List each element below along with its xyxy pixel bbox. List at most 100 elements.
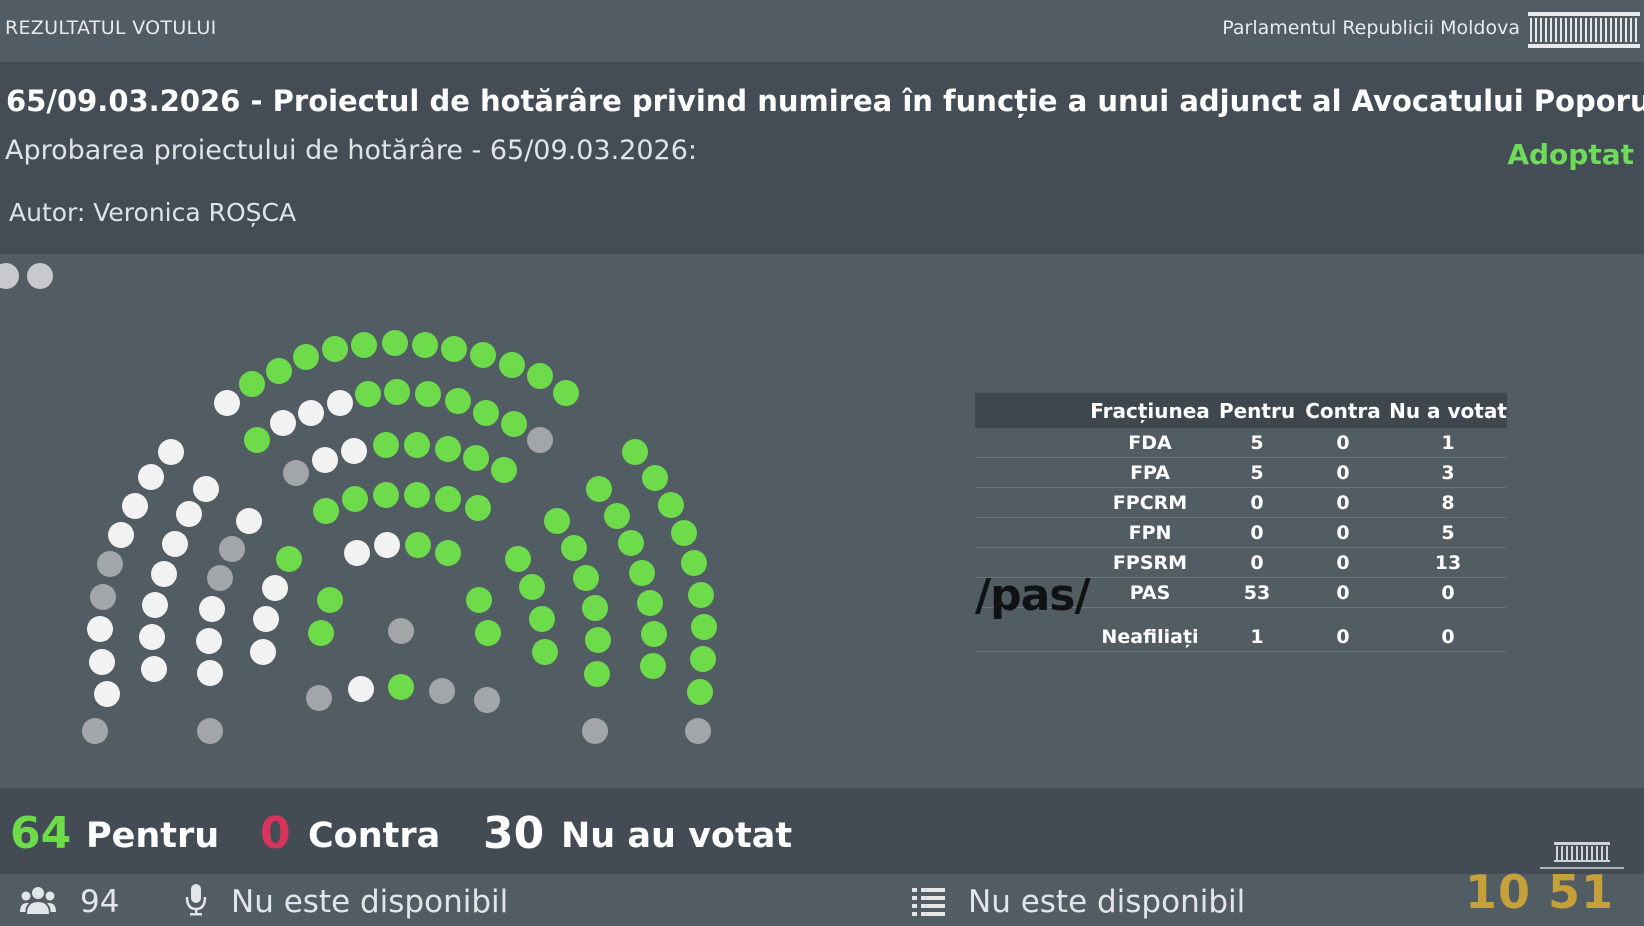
bill-subtitle: Aprobarea proiectului de hotărâre - 65/0… bbox=[5, 135, 697, 166]
seat-for bbox=[435, 540, 461, 566]
seat-for bbox=[373, 432, 399, 458]
for-count: 64 bbox=[10, 808, 72, 859]
against-value: 0 bbox=[1336, 581, 1350, 604]
for-value: 1 bbox=[1250, 625, 1264, 648]
absent-count: 30 bbox=[483, 808, 545, 859]
absent-value: 0 bbox=[1441, 625, 1455, 648]
seat-absent bbox=[236, 508, 262, 534]
list-icon bbox=[912, 888, 945, 916]
seat-for bbox=[355, 381, 381, 407]
seat-for bbox=[640, 653, 666, 679]
seat-for bbox=[445, 388, 471, 414]
seat-absent bbox=[219, 536, 245, 562]
seat-for bbox=[475, 620, 501, 646]
seat-for bbox=[266, 358, 292, 384]
vote-status: Adoptat bbox=[1507, 138, 1634, 171]
seat bbox=[27, 263, 53, 289]
against-label: Contra bbox=[308, 816, 441, 856]
seat-for bbox=[544, 508, 570, 534]
seat-for bbox=[561, 535, 587, 561]
seat-for bbox=[604, 503, 630, 529]
seat-for bbox=[622, 439, 648, 465]
seat-for bbox=[681, 550, 707, 576]
seat-for bbox=[435, 486, 461, 512]
parliament-logo bbox=[1528, 12, 1640, 48]
parliament-name: Parlamentul Republicii Moldova bbox=[1222, 17, 1520, 39]
seat-for bbox=[586, 476, 612, 502]
seat-for bbox=[473, 400, 499, 426]
seat-absent bbox=[344, 540, 370, 566]
for-value: 0 bbox=[1250, 551, 1264, 574]
vote-visual-area bbox=[0, 254, 1644, 788]
seat-for bbox=[404, 432, 430, 458]
table-row: FPA 5 0 3 bbox=[975, 458, 1507, 488]
seat-absent bbox=[298, 400, 324, 426]
seat-for bbox=[317, 587, 343, 613]
seat-absent bbox=[97, 551, 123, 577]
seat-for bbox=[584, 661, 610, 687]
table-row: PAS 53 0 0 bbox=[975, 578, 1507, 608]
header-for: Pentru bbox=[1218, 398, 1296, 423]
seat-for bbox=[322, 336, 348, 362]
seat-for bbox=[687, 679, 713, 705]
seat-absent bbox=[158, 439, 184, 465]
seat-absent bbox=[142, 592, 168, 618]
absent-value: 1 bbox=[1441, 431, 1455, 454]
table-header: Fracțiunea Pentru Contra Nu a votat bbox=[975, 393, 1507, 428]
absent-value: 5 bbox=[1441, 521, 1455, 544]
faction-name: Neafiliați bbox=[1101, 625, 1199, 648]
absent-value: 0 bbox=[1441, 581, 1455, 604]
seat-for bbox=[441, 336, 467, 362]
seat-for bbox=[505, 546, 531, 572]
seat-absent bbox=[197, 660, 223, 686]
header-against: Contra bbox=[1305, 398, 1381, 423]
header-faction: Fracțiunea bbox=[1090, 398, 1210, 423]
absent-label: Nu au votat bbox=[561, 816, 793, 856]
seat-for bbox=[244, 427, 270, 453]
seat-absent bbox=[262, 575, 288, 601]
absent-value: 13 bbox=[1434, 551, 1462, 574]
seat-absent bbox=[685, 718, 711, 744]
microphone-icon bbox=[185, 884, 207, 916]
vote-result-heading: REZULTATUL VOTULUI bbox=[5, 17, 217, 39]
pas-party-logo: /pas/ bbox=[975, 570, 1091, 621]
seat-for bbox=[671, 520, 697, 546]
present-count: 94 bbox=[80, 884, 120, 920]
seat-absent bbox=[207, 565, 233, 591]
users-icon bbox=[20, 887, 56, 914]
table-row: FDA 5 0 1 bbox=[975, 428, 1507, 458]
header-absent: Nu a votat bbox=[1389, 398, 1507, 423]
seat-for bbox=[276, 546, 302, 572]
seat-absent bbox=[348, 676, 374, 702]
seat-for bbox=[532, 639, 558, 665]
extra-seats bbox=[0, 263, 53, 289]
seat-absent bbox=[176, 501, 202, 527]
seat-absent bbox=[283, 460, 309, 486]
for-value: 5 bbox=[1250, 461, 1264, 484]
table-row: FPN 0 0 5 bbox=[975, 518, 1507, 548]
seat-for bbox=[415, 381, 441, 407]
seat-for bbox=[384, 379, 410, 405]
seat-for bbox=[585, 627, 611, 653]
seat-for bbox=[351, 332, 377, 358]
seat-absent bbox=[94, 681, 120, 707]
against-value: 0 bbox=[1336, 491, 1350, 514]
seat-for bbox=[465, 495, 491, 521]
seat-for bbox=[491, 457, 517, 483]
seat-absent bbox=[196, 628, 222, 654]
against-count: 0 bbox=[260, 808, 291, 859]
table-row: FPSRM 0 0 13 bbox=[975, 548, 1507, 578]
seat-for bbox=[388, 674, 414, 700]
seat-absent bbox=[214, 390, 240, 416]
seat-for bbox=[529, 606, 555, 632]
seat-for bbox=[582, 595, 608, 621]
seat bbox=[0, 263, 19, 289]
seat-absent bbox=[122, 493, 148, 519]
for-label: Pentru bbox=[86, 816, 220, 856]
seat-for bbox=[637, 590, 663, 616]
seat-for bbox=[412, 332, 438, 358]
seat-absent bbox=[108, 522, 134, 548]
seat-absent bbox=[162, 531, 188, 557]
vote-summary: 64 Pentru 0 Contra 30 Nu au votat bbox=[0, 788, 1644, 874]
bill-author: Autor: Veronica ROȘCA bbox=[9, 198, 297, 227]
